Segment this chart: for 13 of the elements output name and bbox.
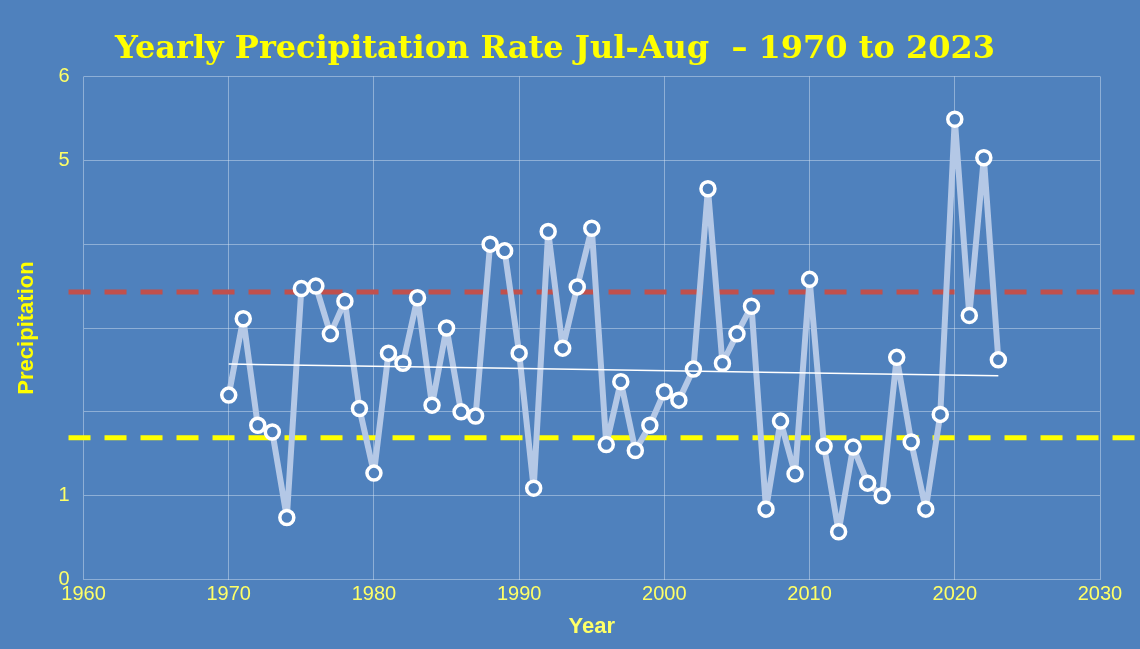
y-tick-label: 6 xyxy=(58,63,70,86)
x-tick-label: 2010 xyxy=(787,582,832,605)
x-tick-label: 1990 xyxy=(496,582,542,605)
x-tick-label: 2020 xyxy=(932,582,978,605)
y-tick-label: 5 xyxy=(58,147,70,170)
x-tick-label: 2000 xyxy=(642,582,687,605)
x-axis-title: Year xyxy=(568,612,616,638)
x-tick-label: 2030 xyxy=(1077,582,1123,605)
x-tick-label: 1980 xyxy=(351,582,397,605)
y-tick-label: 1 xyxy=(58,483,70,506)
y-axis-title: Precipitation xyxy=(13,261,39,395)
chart-title: Yearly Precipitation Rate Jul-Aug – 1970 to 2023 xyxy=(113,27,996,66)
x-tick-label: 1970 xyxy=(206,582,251,605)
